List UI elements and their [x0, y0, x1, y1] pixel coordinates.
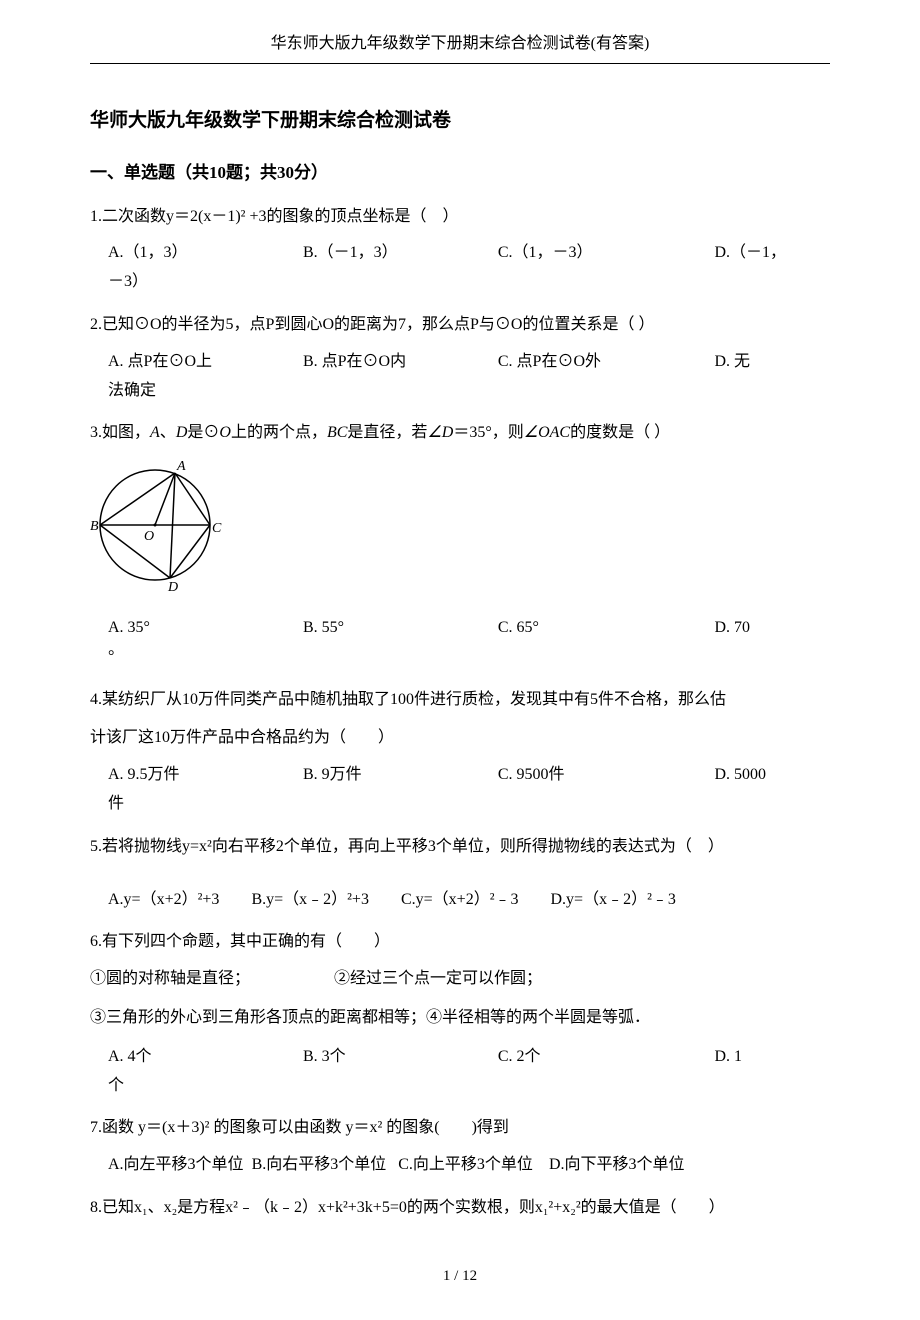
label-b: B	[90, 519, 99, 534]
q4-text-1: 4.某纺织厂从10万件同类产品中随机抽取了100件进行质检，发现其中有5件不合格…	[90, 686, 830, 715]
question-5: 5.若将抛物线y=x²向右平移2个单位，再向上平移3个单位，则所得抛物线的表达式…	[90, 833, 830, 915]
q3-options: A. 35° B. 55° C. 65° D. 70 °	[90, 614, 830, 672]
q3-i2: D	[176, 424, 188, 441]
q3-option-c: C. 65°	[498, 614, 715, 643]
q1-options: A.（1，3） B.（－1，3） C.（1，－3） D.（－1， －3）	[90, 239, 830, 297]
label-d: D	[167, 580, 178, 593]
q6-statements: ①圆的对称轴是直径； ②经过三个点一定可以作圆； ③三角形的外心到三角形各顶点的…	[90, 965, 830, 1033]
q3-m2: 是⊙	[187, 424, 219, 441]
q3-i5: ∠D	[427, 424, 453, 441]
q6-option-b: B. 3个	[303, 1043, 498, 1072]
q2-option-d: D. 无	[714, 348, 830, 377]
q3-m5: ＝35°，则	[453, 424, 523, 441]
q3-i6: ∠OAC	[524, 424, 570, 441]
label-o: O	[144, 529, 154, 544]
q8-text: 8.已知x₁、x₂是方程x²﹣（k﹣2）x+k²+3k+5=0的两个实数根，则x…	[90, 1194, 830, 1223]
question-1: 1.二次函数y＝2(x－1)² +3的图象的顶点坐标是（ ） A.（1，3） B…	[90, 203, 830, 297]
section-1-title: 一、单选题（共10题；共30分）	[90, 158, 830, 189]
q7-option-c: C.向上平移3个单位	[398, 1156, 533, 1173]
q7-option-a: A.向左平移3个单位	[108, 1156, 244, 1173]
q1-option-c: C.（1，－3）	[498, 239, 715, 268]
q2-option-a: A. 点P在⊙O上	[108, 348, 303, 377]
q2-option-b: B. 点P在⊙O内	[303, 348, 498, 377]
q3-text-pre: 3.如图，	[90, 424, 150, 441]
q5-option-a: A.y=（x+2）²+3	[108, 891, 219, 908]
q4-option-d: D. 5000	[714, 761, 830, 790]
q6-s1b: ②经过三个点一定可以作圆；	[334, 970, 542, 987]
q4-text-2: 计该厂这10万件产品中合格品约为（ ）	[90, 724, 830, 753]
question-7: 7.函数 y＝(x＋3)² 的图象可以由函数 y＝x² 的图象( )得到 A.向…	[90, 1114, 830, 1180]
q6-statement-2: ③三角形的外心到三角形各顶点的距离都相等；④半径相等的两个半圆是等弧．	[90, 1004, 830, 1033]
page-footer: 1 / 12	[90, 1263, 830, 1290]
q4-option-b: B. 9万件	[303, 761, 498, 790]
q1-option-d: D.（－1，	[714, 239, 830, 268]
q1-option-d-cont: －3）	[108, 268, 830, 297]
q3-m1: 、	[160, 424, 176, 441]
q3-i1: A	[150, 424, 160, 441]
q7-option-b: B.向右平移3个单位	[252, 1156, 387, 1173]
q3-option-a: A. 35°	[108, 614, 303, 643]
q3-diagram: A B C D O	[90, 458, 830, 604]
q4-option-a: A. 9.5万件	[108, 761, 303, 790]
q1-text: 1.二次函数y＝2(x－1)² +3的图象的顶点坐标是（ ）	[90, 203, 830, 232]
q6-statement-row1: ①圆的对称轴是直径； ②经过三个点一定可以作圆；	[90, 965, 830, 994]
q2-options: A. 点P在⊙O上 B. 点P在⊙O内 C. 点P在⊙O外 D. 无 法确定	[90, 348, 830, 406]
q4-option-c: C. 9500件	[498, 761, 715, 790]
q6-s1a: ①圆的对称轴是直径；	[90, 965, 330, 994]
q6-option-a: A. 4个	[108, 1043, 303, 1072]
running-header: 华东师大版九年级数学下册期末综合检测试卷(有答案)	[90, 30, 830, 59]
q5-options: A.y=（x+2）²+3 B.y=（x﹣2）²+3 C.y=（x+2）²﹣3 D…	[90, 886, 830, 915]
q1-option-a: A.（1，3）	[108, 239, 303, 268]
question-3: 3.如图，A、D是⊙O上的两个点，BC是直径，若∠D＝35°，则∠OAC的度数是…	[90, 419, 830, 671]
q4-option-d-cont: 件	[108, 790, 830, 819]
q1-option-b: B.（－1，3）	[303, 239, 498, 268]
main-title: 华师大版九年级数学下册期末综合检测试卷	[90, 104, 830, 138]
q6-options: A. 4个 B. 3个 C. 2个 D. 1 个	[90, 1043, 830, 1101]
question-2: 2.已知⊙O的半径为5，点P到圆心O的距离为7，那么点P与⊙O的位置关系是（ ）…	[90, 311, 830, 405]
q3-m6: 的度数是（ ）	[570, 424, 670, 441]
q3-option-d: D. 70	[714, 614, 830, 643]
q3-i4: BC	[327, 424, 347, 441]
q6-option-d-cont: 个	[108, 1072, 830, 1101]
q5-option-c: C.y=（x+2）²﹣3	[401, 891, 519, 908]
q3-i3: O	[219, 424, 231, 441]
q3-m3: 上的两个点，	[231, 424, 327, 441]
q3-text: 3.如图，A、D是⊙O上的两个点，BC是直径，若∠D＝35°，则∠OAC的度数是…	[90, 419, 830, 448]
header-rule	[90, 63, 830, 64]
q7-options: A.向左平移3个单位 B.向右平移3个单位 C.向上平移3个单位 D.向下平移3…	[90, 1151, 830, 1180]
question-6: 6.有下列四个命题，其中正确的有（ ） ①圆的对称轴是直径； ②经过三个点一定可…	[90, 928, 830, 1100]
q3-m4: 是直径，若	[347, 424, 427, 441]
q6-option-c: C. 2个	[498, 1043, 715, 1072]
circle-diagram-icon: A B C D O	[90, 458, 230, 593]
q5-option-d: D.y=（x﹣2）²﹣3	[551, 891, 676, 908]
question-4: 4.某纺织厂从10万件同类产品中随机抽取了100件进行质检，发现其中有5件不合格…	[90, 686, 830, 819]
q4-options: A. 9.5万件 B. 9万件 C. 9500件 D. 5000 件	[90, 761, 830, 819]
label-a: A	[176, 459, 186, 474]
q3-option-b: B. 55°	[303, 614, 498, 643]
q5-option-b: B.y=（x﹣2）²+3	[251, 891, 369, 908]
q5-text: 5.若将抛物线y=x²向右平移2个单位，再向上平移3个单位，则所得抛物线的表达式…	[90, 833, 830, 862]
label-c: C	[212, 521, 222, 536]
q6-text: 6.有下列四个命题，其中正确的有（ ）	[90, 928, 830, 957]
q2-option-d-cont: 法确定	[108, 377, 830, 406]
q7-text: 7.函数 y＝(x＋3)² 的图象可以由函数 y＝x² 的图象( )得到	[90, 1114, 830, 1143]
q2-option-c: C. 点P在⊙O外	[498, 348, 715, 377]
q2-text: 2.已知⊙O的半径为5，点P到圆心O的距离为7，那么点P与⊙O的位置关系是（ ）	[90, 311, 830, 340]
q3-option-d-cont: °	[108, 643, 830, 672]
question-8: 8.已知x₁、x₂是方程x²﹣（k﹣2）x+k²+3k+5=0的两个实数根，则x…	[90, 1194, 830, 1223]
q6-option-d: D. 1	[714, 1043, 830, 1072]
q7-option-d: D.向下平移3个单位	[549, 1156, 685, 1173]
